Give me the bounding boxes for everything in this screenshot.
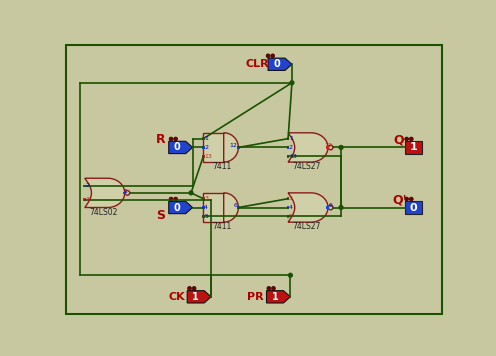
Text: 2: 2 bbox=[289, 145, 293, 150]
Text: 0: 0 bbox=[273, 59, 280, 69]
Circle shape bbox=[169, 137, 173, 141]
FancyBboxPatch shape bbox=[287, 137, 290, 140]
Circle shape bbox=[409, 137, 413, 141]
Circle shape bbox=[174, 197, 178, 201]
FancyBboxPatch shape bbox=[202, 206, 205, 209]
Circle shape bbox=[409, 197, 413, 201]
Text: CLR: CLR bbox=[246, 59, 269, 69]
Circle shape bbox=[174, 137, 178, 141]
FancyBboxPatch shape bbox=[202, 137, 205, 140]
Circle shape bbox=[290, 81, 294, 85]
Text: 5: 5 bbox=[204, 214, 208, 219]
Text: 0: 0 bbox=[174, 142, 181, 152]
Text: 7411: 7411 bbox=[212, 162, 232, 171]
Circle shape bbox=[267, 287, 271, 290]
FancyBboxPatch shape bbox=[326, 146, 328, 149]
Circle shape bbox=[405, 197, 409, 201]
Text: 1: 1 bbox=[289, 136, 293, 141]
Circle shape bbox=[266, 54, 270, 58]
Text: 12: 12 bbox=[325, 143, 333, 148]
FancyBboxPatch shape bbox=[83, 198, 86, 201]
FancyBboxPatch shape bbox=[123, 192, 125, 194]
Text: 7411: 7411 bbox=[212, 222, 232, 231]
Circle shape bbox=[328, 205, 333, 210]
Polygon shape bbox=[85, 178, 124, 208]
Text: 1: 1 bbox=[204, 136, 208, 141]
Polygon shape bbox=[224, 133, 239, 162]
Text: 4: 4 bbox=[204, 205, 208, 210]
Circle shape bbox=[192, 287, 196, 290]
Circle shape bbox=[339, 146, 343, 150]
Text: 2: 2 bbox=[86, 183, 90, 188]
Text: 3: 3 bbox=[289, 196, 293, 201]
Polygon shape bbox=[169, 141, 192, 153]
Circle shape bbox=[405, 137, 409, 141]
Text: 74LS27: 74LS27 bbox=[292, 222, 321, 231]
Circle shape bbox=[289, 273, 292, 277]
Text: S: S bbox=[156, 209, 165, 222]
Text: 74LS27: 74LS27 bbox=[292, 162, 321, 171]
Text: 6: 6 bbox=[329, 204, 333, 209]
Polygon shape bbox=[288, 193, 328, 222]
Text: 3: 3 bbox=[86, 197, 90, 202]
Text: 6: 6 bbox=[234, 204, 238, 209]
FancyBboxPatch shape bbox=[202, 215, 205, 218]
Text: 0: 0 bbox=[174, 203, 181, 213]
Text: 2: 2 bbox=[204, 145, 208, 150]
FancyBboxPatch shape bbox=[202, 197, 205, 200]
Circle shape bbox=[328, 145, 333, 150]
Polygon shape bbox=[187, 290, 211, 303]
FancyBboxPatch shape bbox=[287, 197, 290, 200]
FancyBboxPatch shape bbox=[287, 215, 290, 218]
Text: 13: 13 bbox=[204, 154, 212, 159]
Text: PR: PR bbox=[248, 292, 264, 302]
Text: 0: 0 bbox=[410, 203, 418, 213]
Text: R: R bbox=[155, 133, 165, 146]
FancyBboxPatch shape bbox=[202, 146, 205, 149]
Text: 3: 3 bbox=[204, 196, 208, 201]
FancyBboxPatch shape bbox=[405, 201, 422, 214]
Text: 1: 1 bbox=[192, 292, 199, 302]
FancyBboxPatch shape bbox=[237, 206, 240, 209]
Text: CK: CK bbox=[168, 292, 185, 302]
Text: 74LS02: 74LS02 bbox=[89, 208, 118, 216]
FancyBboxPatch shape bbox=[237, 146, 240, 149]
FancyBboxPatch shape bbox=[287, 146, 290, 149]
Circle shape bbox=[125, 190, 129, 195]
FancyBboxPatch shape bbox=[202, 155, 205, 158]
FancyBboxPatch shape bbox=[287, 155, 290, 158]
Polygon shape bbox=[266, 290, 290, 303]
Polygon shape bbox=[169, 201, 192, 214]
Circle shape bbox=[271, 54, 275, 58]
Text: 13: 13 bbox=[289, 154, 297, 159]
Circle shape bbox=[187, 287, 191, 290]
FancyBboxPatch shape bbox=[287, 206, 290, 209]
FancyBboxPatch shape bbox=[83, 185, 86, 187]
Text: 1: 1 bbox=[410, 142, 418, 152]
FancyBboxPatch shape bbox=[405, 141, 422, 153]
Text: 1: 1 bbox=[123, 189, 127, 194]
Polygon shape bbox=[203, 133, 224, 162]
Text: Q: Q bbox=[393, 133, 404, 146]
FancyBboxPatch shape bbox=[326, 206, 328, 209]
Circle shape bbox=[339, 205, 343, 209]
Polygon shape bbox=[288, 133, 328, 162]
Text: 12: 12 bbox=[230, 143, 238, 148]
Polygon shape bbox=[224, 193, 239, 222]
Text: 1: 1 bbox=[272, 292, 278, 302]
Text: Q': Q' bbox=[392, 193, 407, 206]
Circle shape bbox=[189, 191, 193, 195]
Polygon shape bbox=[268, 58, 292, 70]
Text: 4: 4 bbox=[289, 205, 293, 210]
Text: 5: 5 bbox=[289, 214, 293, 219]
Circle shape bbox=[271, 287, 275, 290]
Circle shape bbox=[169, 197, 173, 201]
Polygon shape bbox=[203, 193, 224, 222]
